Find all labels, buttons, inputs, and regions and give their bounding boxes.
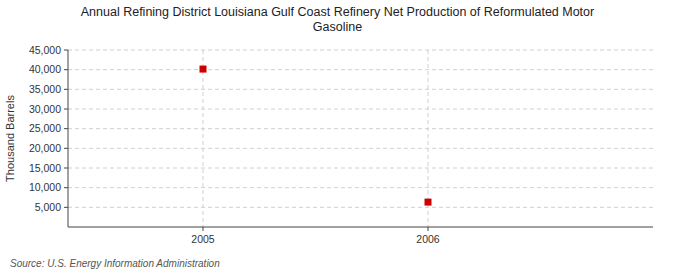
point: [425, 199, 432, 206]
x-axis-line: [68, 227, 653, 228]
y-tick: [64, 148, 68, 149]
x-tick-label: 2006: [416, 233, 440, 245]
x-tick-label: 2005: [191, 233, 215, 245]
y-grid-line: [68, 109, 653, 110]
y-grid-line: [68, 69, 653, 70]
y-tick-label: 15,000: [29, 162, 61, 174]
y-tick-label: 35,000: [29, 83, 61, 95]
y-tick: [64, 109, 68, 110]
y-tick: [64, 50, 68, 51]
y-grid-line: [68, 168, 653, 169]
y-tick-label: 30,000: [29, 103, 61, 115]
y-grid-line: [68, 207, 653, 208]
y-grid-line: [68, 89, 653, 90]
points: [200, 66, 432, 206]
y-grid-line: [68, 128, 653, 129]
title: Annual Refining District Louisiana Gulf …: [81, 5, 594, 34]
source: Source: U.S. Energy Information Administ…: [10, 258, 220, 269]
y-axis-label: Thousand Barrels: [4, 95, 16, 182]
x-grid-line: [203, 50, 204, 227]
x-tick: [203, 227, 204, 231]
x-tick: [428, 227, 429, 231]
y-axis-line: [68, 50, 69, 227]
y-tick: [64, 69, 68, 70]
y-tick-label: 45,000: [29, 44, 61, 56]
y-grid-line: [68, 50, 653, 51]
point: [200, 66, 207, 73]
y-grid-line: [68, 148, 653, 149]
y-tick-label: 25,000: [29, 122, 61, 134]
y-tick-label: 40,000: [29, 63, 61, 75]
chart: Annual Refining District Louisiana Gulf …: [0, 0, 675, 275]
title-line: Annual Refining District Louisiana Gulf …: [81, 5, 594, 19]
y-grid-line: [68, 187, 653, 188]
y-tick-label: 5,000: [35, 201, 61, 213]
y-tick: [64, 168, 68, 169]
grid: [68, 50, 653, 227]
y-tick: [64, 128, 68, 129]
title-line: Gasoline: [313, 20, 362, 34]
y-tick-label: 10,000: [29, 181, 61, 193]
y-tick-label: 20,000: [29, 142, 61, 154]
y-tick: [64, 89, 68, 90]
y-tick: [64, 187, 68, 188]
y-tick: [64, 207, 68, 208]
